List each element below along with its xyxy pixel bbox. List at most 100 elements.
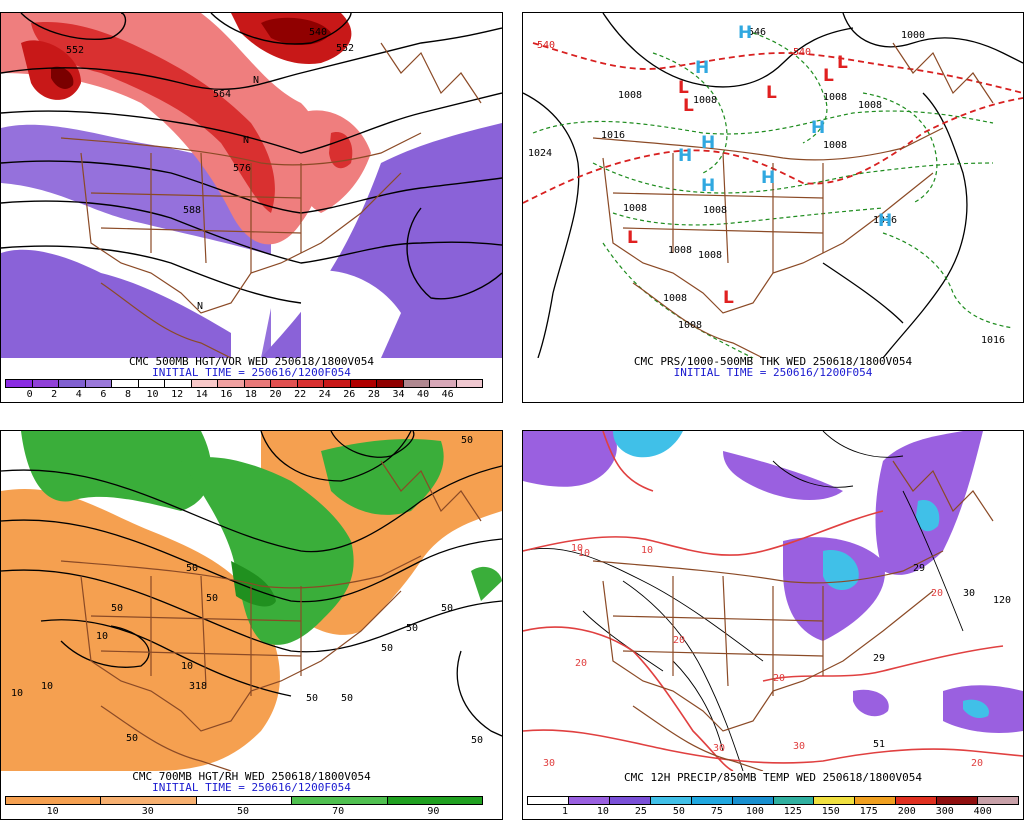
contour-label: 50 xyxy=(461,435,473,446)
precip-label: 30 xyxy=(963,588,975,599)
contour-label: 10 xyxy=(96,631,108,642)
scale-label: 22 xyxy=(294,389,307,400)
high-pressure-centers: H H H H H H H H xyxy=(678,23,892,231)
color-swatch xyxy=(271,380,298,387)
contour-label: 1008 xyxy=(703,205,727,216)
scale-label: 1 xyxy=(561,806,568,817)
scale-label: 24 xyxy=(318,389,331,400)
extrema-markers: N N N xyxy=(197,75,259,312)
initial-time: INITIAL TIME = 250616/1200F054 xyxy=(673,366,873,379)
scale-label: 400 xyxy=(973,806,992,817)
isobar-labels: 1008 1016 1016 1024 1008 1008 1008 1008 … xyxy=(528,27,1005,346)
contour-label: 1008 xyxy=(678,320,702,331)
scale-label: 8 xyxy=(124,389,131,400)
low-pressure-centers: L L L L L L L xyxy=(627,53,848,308)
color-swatch xyxy=(324,380,351,387)
color-swatch xyxy=(732,797,774,804)
map-precip-850temp: 10 10 20 20 30 30 20 20 30 20 10 29 29 5… xyxy=(523,431,1023,771)
contour-label: 50 xyxy=(206,593,218,604)
color-swatch xyxy=(814,797,856,804)
contour-label: 50 xyxy=(186,563,198,574)
contour-label: 50 xyxy=(441,603,453,614)
scale-label: 40 xyxy=(417,389,430,400)
height-contour-labels: 552 540 552 564 576 588 xyxy=(66,27,354,216)
low-marker: L xyxy=(837,53,848,73)
color-swatch xyxy=(403,380,430,387)
color-swatch xyxy=(218,380,245,387)
panel-title: CMC 700MB HGT/RH WED 250618/1800V054 xyxy=(132,770,371,783)
contour-label: 1008 xyxy=(823,140,847,151)
scale-label: 150 xyxy=(821,806,840,817)
panel-title: CMC PRS/1000-500MB THK WED 250618/1800V0… xyxy=(633,355,913,368)
panel-700mb-rh: 10 10 10 10 50 50 50 50 50 50 318 50 50 … xyxy=(0,430,503,820)
scale-label: 34 xyxy=(392,389,405,400)
low-marker: L xyxy=(627,228,638,248)
thickness-label: 540 xyxy=(793,47,811,58)
map-500mb-vorticity: 552 540 552 564 576 588 N N N xyxy=(1,13,502,358)
scale-label: 50 xyxy=(672,806,685,817)
contour-label: 10 xyxy=(11,688,23,699)
contour-label: 50 xyxy=(306,693,318,704)
scale-label: 50 xyxy=(236,806,250,817)
contour-label: 552 xyxy=(336,43,354,54)
scale-label: 10 xyxy=(46,806,59,817)
contour-label: 10 xyxy=(181,661,193,672)
color-swatch xyxy=(101,797,197,804)
height-contours xyxy=(1,13,502,304)
extremum-marker: N xyxy=(197,301,203,312)
thickness-lines xyxy=(523,42,1023,204)
color-swatch xyxy=(456,380,482,387)
precip-label: 51 xyxy=(873,739,885,750)
scale-label: 28 xyxy=(367,389,380,400)
contour-label: 1024 xyxy=(528,148,552,159)
color-scale-bar xyxy=(5,379,483,388)
contour-label: 50 xyxy=(126,733,138,744)
thickness-label: 540 xyxy=(537,40,555,51)
temperature-label: 10 xyxy=(578,548,590,559)
color-swatch xyxy=(609,797,651,804)
color-swatch xyxy=(59,380,86,387)
color-scale-labels: 1 10 25 50 75 100 125 150 175 200 300 400 xyxy=(527,807,1017,817)
contour-label: 50 xyxy=(341,693,353,704)
contour-label: 50 xyxy=(111,603,123,614)
scale-label: 16 xyxy=(220,389,233,400)
scale-label: 46 xyxy=(441,389,454,400)
temperature-label: 20 xyxy=(673,635,685,646)
high-marker: H xyxy=(738,23,752,43)
contour-label: 50 xyxy=(406,623,418,634)
panel-500mb-vorticity: 552 540 552 564 576 588 N N N CMC 500MB … xyxy=(0,12,503,403)
color-swatch xyxy=(568,797,610,804)
precip-label: 120 xyxy=(993,595,1011,606)
political-borders xyxy=(60,460,482,771)
temperature-label: 20 xyxy=(773,673,785,684)
initial-time: INITIAL TIME = 250616/1200F054 xyxy=(152,781,351,794)
high-marker: H xyxy=(761,168,775,188)
color-swatch xyxy=(896,797,938,804)
map-700mb-rh: 10 10 10 10 50 50 50 50 50 50 318 50 50 … xyxy=(1,431,502,771)
contour-label: 588 xyxy=(183,205,201,216)
color-swatch xyxy=(6,797,102,804)
panel-title: CMC 500MB HGT/VOR WED 250618/1800V054 xyxy=(128,355,375,368)
scale-label: 30 xyxy=(141,806,154,817)
high-marker: H xyxy=(878,211,892,231)
color-swatch xyxy=(377,380,404,387)
political-borders xyxy=(60,42,482,358)
contour-label: 576 xyxy=(233,163,251,174)
contour-label: 1008 xyxy=(623,203,647,214)
scale-label: 12 xyxy=(171,389,184,400)
contour-label: 540 xyxy=(309,27,327,38)
scale-label: 90 xyxy=(427,806,440,817)
precip-labels: 29 29 51 120 30 xyxy=(873,563,1011,750)
political-borders xyxy=(592,42,994,358)
color-swatch xyxy=(350,380,377,387)
color-swatch xyxy=(138,380,165,387)
low-marker: L xyxy=(683,96,694,116)
temperature-label: 30 xyxy=(793,741,805,752)
precip-label: 29 xyxy=(913,563,925,574)
contour-label: 1016 xyxy=(873,215,897,226)
scale-label: 0 xyxy=(26,389,33,400)
temperature-label: 20 xyxy=(971,758,983,769)
panel-pressure-thickness: 1008 1016 1016 1024 1008 1008 1008 1008 … xyxy=(522,12,1024,403)
color-swatch xyxy=(691,797,733,804)
scale-label: 175 xyxy=(859,806,878,817)
